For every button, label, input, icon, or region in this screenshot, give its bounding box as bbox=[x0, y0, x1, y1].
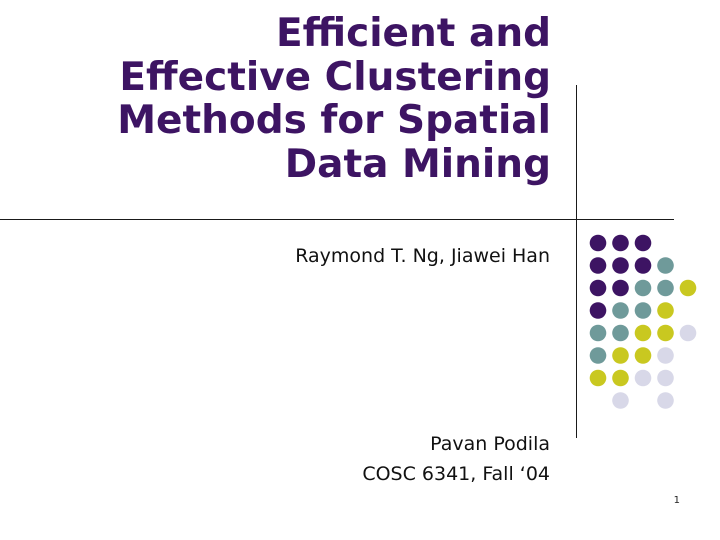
purple-dot bbox=[634, 257, 652, 274]
slide-title: Efficient and Effective Clustering Metho… bbox=[40, 12, 551, 186]
authors-line: Raymond T. Ng, Jiawei Han bbox=[295, 245, 550, 267]
lavender-dot bbox=[657, 347, 674, 364]
presenter-block: Pavan Podila COSC 6341, Fall ‘04 bbox=[200, 429, 550, 489]
olive-dot bbox=[612, 369, 629, 387]
vertical-divider bbox=[576, 85, 577, 438]
purple-dot bbox=[634, 234, 652, 252]
purple-dot bbox=[589, 279, 607, 297]
teal-dot bbox=[589, 347, 607, 364]
olive-dot bbox=[634, 324, 652, 342]
title-line: Efficient and bbox=[275, 11, 551, 56]
olive-dot bbox=[634, 347, 652, 364]
teal-dot bbox=[612, 324, 629, 342]
lavender-dot bbox=[657, 369, 674, 387]
purple-dot bbox=[589, 234, 607, 252]
olive-dot bbox=[679, 279, 697, 297]
olive-dot bbox=[657, 324, 674, 342]
olive-dot bbox=[657, 302, 674, 319]
teal-dot bbox=[657, 279, 674, 297]
title-line: Data Mining bbox=[284, 141, 551, 187]
course-info: COSC 6341, Fall ‘04 bbox=[362, 463, 550, 485]
purple-dot bbox=[589, 257, 607, 274]
title-line: Methods for Spatial bbox=[117, 98, 551, 143]
presenter-name: Pavan Podila bbox=[430, 433, 550, 455]
olive-dot bbox=[589, 369, 607, 387]
lavender-dot bbox=[657, 392, 674, 409]
purple-dot bbox=[612, 234, 629, 252]
teal-dot bbox=[634, 302, 652, 319]
purple-dot bbox=[612, 257, 629, 274]
teal-dot bbox=[589, 324, 607, 342]
teal-dot bbox=[612, 302, 629, 319]
horizontal-divider bbox=[0, 219, 674, 220]
teal-dot bbox=[634, 279, 652, 297]
lavender-dot bbox=[612, 392, 629, 409]
olive-dot bbox=[612, 347, 629, 364]
title-line: Effective Clustering bbox=[119, 54, 551, 100]
teal-dot bbox=[657, 257, 674, 274]
purple-dot bbox=[612, 279, 629, 297]
lavender-dot bbox=[679, 324, 697, 342]
page-number: 1 bbox=[673, 495, 680, 506]
purple-dot bbox=[589, 302, 607, 319]
lavender-dot bbox=[634, 369, 652, 387]
